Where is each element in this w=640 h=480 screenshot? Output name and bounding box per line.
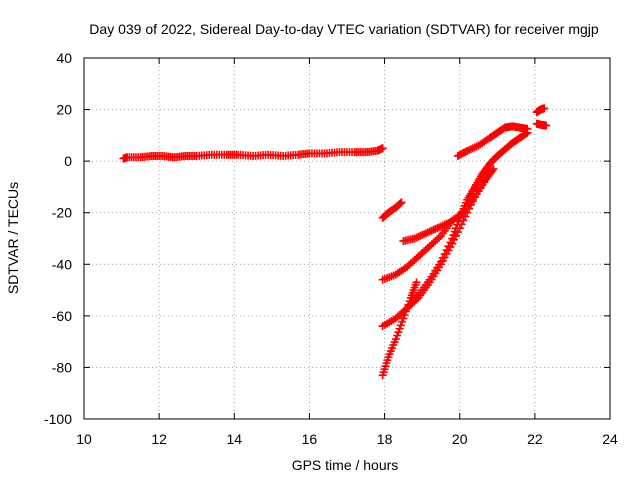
data-series-1 (119, 144, 387, 163)
y-tick-label: 40 (56, 50, 72, 66)
y-axis-label: SDTVAR / TECUs (5, 182, 21, 294)
x-tick-label: 16 (302, 431, 318, 447)
data-point-marker (378, 144, 387, 153)
data-series-4 (378, 216, 457, 284)
x-tick-label: 10 (76, 431, 92, 447)
data-series-9 (532, 104, 549, 117)
data-point-marker (488, 166, 497, 175)
data-point-marker (540, 104, 549, 113)
data-point-marker (412, 278, 421, 287)
data-point-marker (489, 164, 498, 173)
y-tick-label: -20 (52, 205, 72, 221)
grid-lines (84, 58, 610, 419)
data-series-2 (378, 198, 406, 222)
x-tick-label: 22 (527, 431, 543, 447)
x-tick-label: 12 (151, 431, 167, 447)
data-point-marker (396, 199, 405, 208)
tick-labels: 10 12 14 16 18 20 22 24 -100 -80 -60 -40 -20 0 20 40 (44, 50, 618, 447)
data-series-7 (403, 164, 498, 313)
data-series-5 (378, 128, 532, 331)
data-point-marker (523, 124, 532, 133)
x-tick-label: 14 (226, 431, 242, 447)
y-tick-label: -80 (52, 359, 72, 375)
data-point-marker (542, 121, 551, 130)
y-tick-label: 0 (64, 153, 72, 169)
data-series-8 (453, 122, 532, 160)
data-series-10 (532, 119, 551, 130)
plot-frame (83, 57, 611, 420)
axis-ticks (83, 57, 611, 420)
x-axis-label: GPS time / hours (292, 457, 399, 473)
data-point-marker (397, 198, 406, 207)
y-tick-label: -100 (44, 411, 72, 427)
y-tick-label: -40 (52, 256, 72, 272)
x-tick-label: 24 (602, 431, 618, 447)
y-tick-label: -60 (52, 308, 72, 324)
x-tick-label: 18 (377, 431, 393, 447)
x-tick-label: 20 (452, 431, 468, 447)
y-tick-label: 20 (56, 102, 72, 118)
data-points (119, 104, 551, 380)
data-point-marker (448, 216, 457, 225)
data-series-6 (378, 278, 421, 380)
chart-title: Day 039 of 2022, Sidereal Day-to-day VTE… (89, 21, 599, 37)
